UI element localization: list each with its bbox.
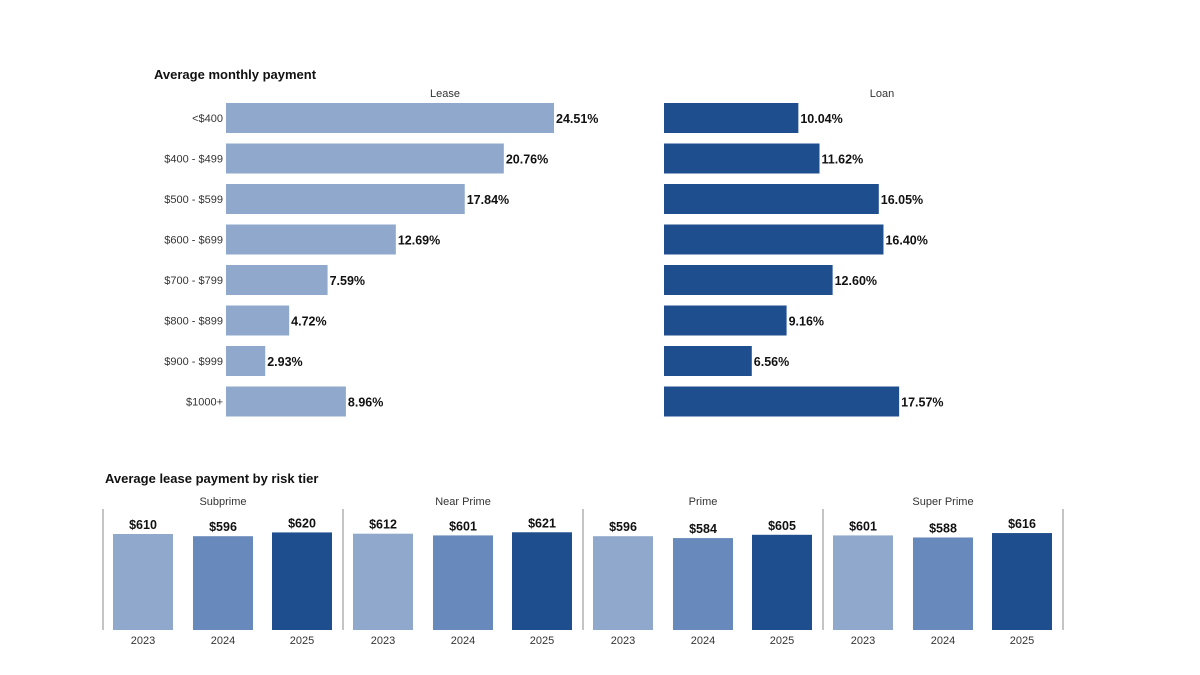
bar-1-2023 <box>353 533 413 630</box>
bar-lease-4 <box>226 265 328 295</box>
data-label-0-2025: $620 <box>288 516 316 530</box>
group-header-1: Near Prime <box>435 496 491 508</box>
bar-loan-2 <box>664 184 879 214</box>
x-tick-label-0-2025: 2025 <box>290 635 314 647</box>
data-label-loan-5: 9.16% <box>789 315 824 329</box>
bar-loan-7 <box>664 386 900 417</box>
bar-lease-6 <box>226 346 266 376</box>
bar-loan-1 <box>664 143 820 174</box>
chart-title-risk-tier: Average lease payment by risk tier <box>105 471 319 486</box>
bar-lease-3 <box>226 224 396 255</box>
x-tick-label-1-2024: 2024 <box>451 635 475 647</box>
x-tick-label-3-2024: 2024 <box>931 635 955 647</box>
data-label-lease-2: 17.84% <box>467 193 509 207</box>
group-header-0: Subprime <box>199 496 246 508</box>
bar-0-2023 <box>113 534 173 630</box>
bar-lease-0 <box>226 103 554 133</box>
data-label-3-2024: $588 <box>929 521 957 535</box>
data-label-2-2025: $605 <box>768 519 796 533</box>
data-label-loan-6: 6.56% <box>754 355 789 369</box>
bar-loan-5 <box>664 305 787 336</box>
data-label-loan-7: 17.57% <box>901 396 943 410</box>
data-label-3-2023: $601 <box>849 519 877 533</box>
bar-0-2024 <box>193 536 253 630</box>
bar-loan-3 <box>664 224 884 255</box>
series-header-lease: Lease <box>430 88 460 100</box>
bar-0-2025 <box>272 532 332 630</box>
data-label-loan-1: 11.62% <box>822 153 864 167</box>
bar-loan-0 <box>664 103 799 133</box>
category-label-5: $800 - $899 <box>164 316 223 328</box>
x-tick-label-2-2024: 2024 <box>691 635 715 647</box>
bar-lease-7 <box>226 386 346 417</box>
category-label-7: $1000+ <box>186 397 223 409</box>
x-tick-label-3-2025: 2025 <box>1010 635 1034 647</box>
data-label-lease-1: 20.76% <box>506 153 548 167</box>
data-label-loan-0: 10.04% <box>800 112 842 126</box>
x-tick-label-1-2023: 2023 <box>371 635 395 647</box>
bar-2-2024 <box>673 538 733 630</box>
bar-3-2024 <box>913 537 973 630</box>
group-header-3: Super Prime <box>912 496 973 508</box>
chart-title-monthly-payment: Average monthly payment <box>154 67 317 82</box>
data-label-loan-2: 16.05% <box>881 193 923 207</box>
x-tick-label-0-2024: 2024 <box>211 635 235 647</box>
data-label-3-2025: $616 <box>1008 517 1036 531</box>
x-tick-label-1-2025: 2025 <box>530 635 554 647</box>
bar-3-2023 <box>833 535 893 630</box>
bar-3-2025 <box>992 533 1052 630</box>
x-tick-label-3-2023: 2023 <box>851 635 875 647</box>
data-label-1-2025: $621 <box>528 516 556 530</box>
category-label-1: $400 - $499 <box>164 154 223 166</box>
bar-2-2025 <box>752 534 812 630</box>
data-label-0-2024: $596 <box>209 520 237 534</box>
data-label-loan-3: 16.40% <box>885 234 927 248</box>
bar-lease-1 <box>226 143 504 174</box>
category-label-6: $900 - $999 <box>164 356 223 368</box>
data-label-lease-0: 24.51% <box>556 112 598 126</box>
data-label-0-2023: $610 <box>129 518 157 532</box>
group-header-2: Prime <box>689 496 718 508</box>
x-tick-label-0-2023: 2023 <box>131 635 155 647</box>
data-label-lease-5: 4.72% <box>291 315 326 329</box>
series-header-loan: Loan <box>870 88 894 100</box>
x-tick-label-2-2023: 2023 <box>611 635 635 647</box>
data-label-1-2023: $612 <box>369 518 397 532</box>
category-label-0: <$400 <box>192 113 223 125</box>
data-label-loan-4: 12.60% <box>835 274 877 288</box>
data-label-1-2024: $601 <box>449 519 477 533</box>
bar-loan-6 <box>664 346 752 376</box>
category-label-4: $700 - $799 <box>164 275 223 287</box>
bar-1-2024 <box>433 535 493 630</box>
bar-lease-5 <box>226 305 290 336</box>
data-label-2-2023: $596 <box>609 520 637 534</box>
bar-2-2023 <box>593 536 653 630</box>
data-label-lease-4: 7.59% <box>330 274 365 288</box>
x-tick-label-2-2025: 2025 <box>770 635 794 647</box>
data-label-lease-7: 8.96% <box>348 396 383 410</box>
bar-lease-2 <box>226 184 465 214</box>
bar-loan-4 <box>664 265 833 295</box>
data-label-lease-3: 12.69% <box>398 234 440 248</box>
category-label-3: $600 - $699 <box>164 235 223 247</box>
data-label-2-2024: $584 <box>689 522 717 536</box>
data-label-lease-6: 2.93% <box>267 355 302 369</box>
bar-1-2025 <box>512 532 572 630</box>
category-label-2: $500 - $599 <box>164 194 223 206</box>
